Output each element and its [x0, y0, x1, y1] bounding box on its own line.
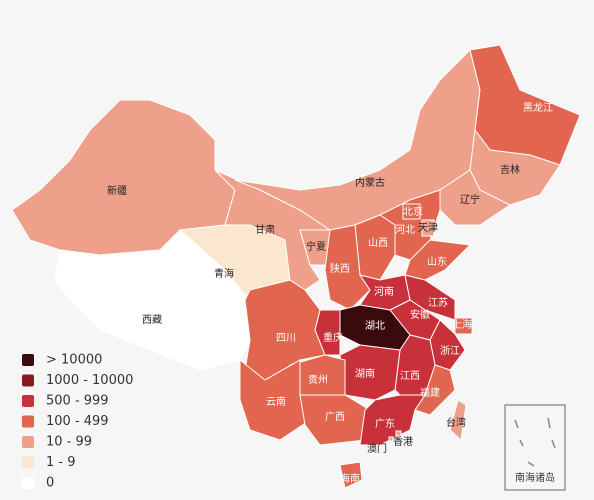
legend-label: 500 - 999 [46, 394, 109, 409]
region [54, 229, 251, 371]
region [339, 461, 363, 489]
region-label: 河北 [395, 224, 415, 236]
inset-label: 南海诸岛 [515, 471, 555, 484]
region-label: 安徽 [410, 308, 430, 321]
region [359, 394, 426, 446]
legend-swatch [22, 354, 34, 366]
region-label: 青海 [214, 267, 234, 280]
south-sea-inset: 南海诸岛 [504, 404, 566, 491]
regions [11, 44, 581, 489]
region-label: 上海 [452, 318, 472, 331]
region-label: 河南 [374, 285, 394, 298]
region-label: 辽宁 [460, 193, 480, 206]
region [324, 224, 371, 311]
region-label: 黑龙江 [523, 101, 553, 114]
region [421, 219, 435, 237]
region [449, 399, 467, 442]
legend-label: > 10000 [46, 353, 102, 368]
region [244, 279, 326, 381]
legend-label: 1 - 9 [46, 455, 76, 470]
region-label: 贵州 [308, 373, 328, 386]
region-label: 甘肃 [255, 223, 275, 236]
region-label: 内蒙古 [355, 176, 385, 189]
region [395, 430, 402, 437]
region-label: 台湾 [446, 416, 466, 429]
region-label: 广东 [375, 417, 395, 430]
region-label: 陕西 [330, 262, 350, 275]
region-label: 香港 [393, 436, 413, 448]
region [388, 436, 394, 442]
legend-label: 100 - 499 [46, 414, 109, 429]
region-label: 西藏 [142, 314, 162, 326]
region-label: 浙江 [440, 345, 460, 357]
region-label: 云南 [266, 395, 286, 408]
region-label: 吉林 [500, 163, 520, 176]
region-label: 湖北 [365, 320, 385, 332]
inset-islands [514, 417, 556, 467]
legend-swatch [22, 456, 34, 469]
legend-swatch [22, 436, 34, 448]
inset-frame [504, 404, 566, 491]
region-label: 澳门 [367, 442, 387, 455]
region-label: 江苏 [428, 296, 448, 309]
region-label: 山西 [368, 237, 388, 249]
legend-label: 0 [46, 476, 54, 491]
region-label: 四川 [276, 333, 296, 344]
legend-swatch [22, 374, 34, 387]
region-label: 宁夏 [306, 240, 326, 253]
legend-swatch [22, 415, 34, 428]
region-label: 北京 [403, 205, 423, 218]
region-label: 重庆 [323, 331, 343, 344]
region-label: 湖南 [355, 367, 375, 380]
region-label: 山东 [427, 255, 447, 268]
legend-swatch [22, 477, 34, 489]
region-label: 海南 [340, 472, 360, 485]
region [402, 203, 421, 220]
legend: > 10000 1000 - 10000 500 - 999 100 - 499 10 … [22, 353, 133, 491]
region-label: 广西 [325, 411, 345, 423]
region-label: 江西 [400, 370, 420, 382]
legend-swatch [22, 395, 34, 407]
legend-label: 1000 - 10000 [46, 373, 133, 388]
legend-label: 10 - 99 [46, 435, 92, 450]
region-label: 福建 [420, 386, 440, 399]
region-label: 新疆 [107, 184, 127, 197]
region [454, 317, 473, 335]
region-label: 天津 [418, 222, 438, 234]
